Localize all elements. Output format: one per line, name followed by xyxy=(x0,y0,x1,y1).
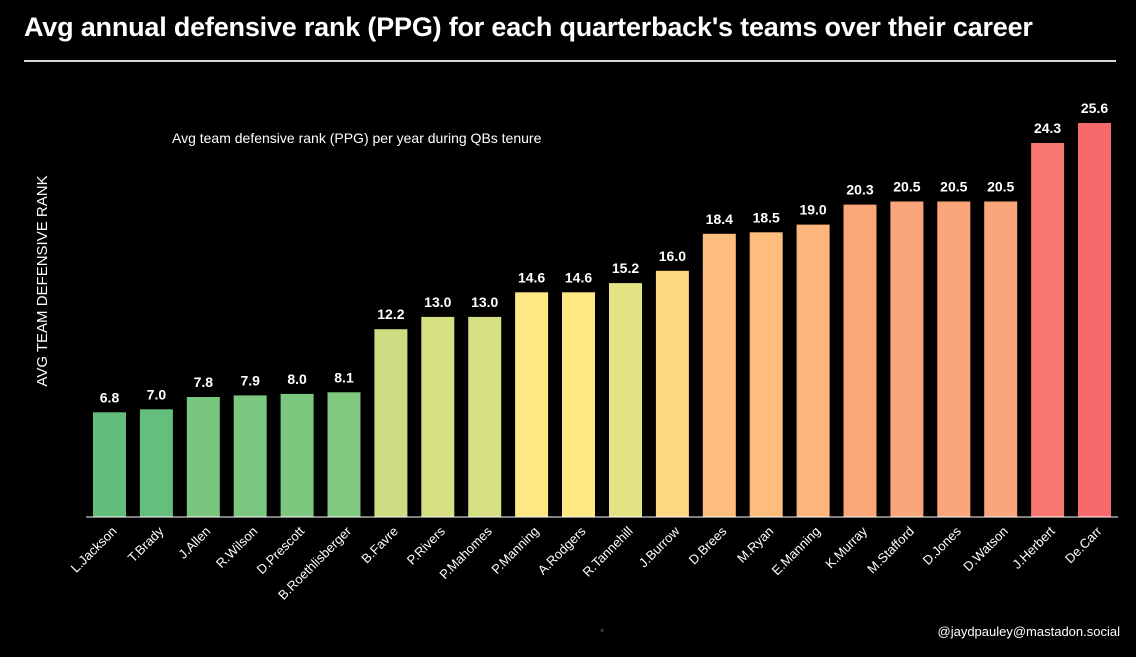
chart-annotation: Avg team defensive rank (PPG) per year d… xyxy=(172,130,542,146)
category-label: J.Burrow xyxy=(636,523,683,570)
value-label: 16.0 xyxy=(659,248,686,264)
category-label: R.Wilson xyxy=(213,524,260,571)
value-label: 15.2 xyxy=(612,260,639,276)
bar-de-carr xyxy=(1078,123,1111,517)
bar-r-tannehill xyxy=(609,283,642,517)
value-label: 14.6 xyxy=(518,269,545,285)
bar-p-manning xyxy=(515,292,549,517)
value-label: 20.5 xyxy=(940,179,967,195)
category-label: R.Tannehill xyxy=(580,523,636,579)
category-label: D.Watson xyxy=(960,524,1011,575)
bar-a-rodgers xyxy=(562,292,595,517)
category-label: D.Brees xyxy=(686,523,730,567)
value-label: 19.0 xyxy=(799,202,826,218)
bar-b-roethlisberger xyxy=(327,392,361,517)
footer-mark: * xyxy=(600,627,605,639)
bar-r-wilson xyxy=(233,395,267,517)
bar-j-allen xyxy=(186,397,220,517)
category-label: P.Manning xyxy=(488,524,541,577)
category-label: M.Stafford xyxy=(864,524,917,577)
category-label: L.Jackson xyxy=(68,524,120,576)
chart-title: Avg annual defensive rank (PPG) for each… xyxy=(24,12,1033,42)
category-labels-group: L.Jackson T.Brady J.Allen R.WilsonD.Prescot… xyxy=(68,523,1105,603)
value-label: 8.0 xyxy=(287,371,307,387)
value-label: 7.9 xyxy=(240,372,260,388)
bar-m-ryan xyxy=(749,232,783,518)
credit-handle[interactable]: @jaydpauley@mastadon.social xyxy=(937,624,1121,639)
category-label: M.Ryan xyxy=(734,524,776,566)
category-label: J.Allen xyxy=(175,524,213,562)
value-label: 7.8 xyxy=(194,374,214,390)
value-label: 12.2 xyxy=(377,306,404,322)
bar-t-brady xyxy=(139,409,173,517)
value-label: 18.5 xyxy=(753,209,780,225)
value-label: 20.3 xyxy=(846,182,873,198)
value-label: 8.1 xyxy=(334,369,354,385)
bar-l-jackson xyxy=(93,412,126,517)
value-label: 20.5 xyxy=(893,179,920,195)
category-label: B.Favre xyxy=(358,524,401,567)
category-label: D.Jones xyxy=(920,523,965,568)
value-label: 18.4 xyxy=(706,211,733,227)
category-label: E.Manning xyxy=(769,524,824,579)
category-label: De.Carr xyxy=(1062,523,1105,566)
value-label: 24.3 xyxy=(1034,120,1061,136)
bar-p-rivers xyxy=(421,316,455,517)
title-divider xyxy=(24,60,1116,62)
bar-j-burrow xyxy=(655,270,689,518)
bar-m-stafford xyxy=(890,201,924,517)
value-label: 20.5 xyxy=(987,179,1014,195)
bar-d-brees xyxy=(702,233,736,518)
y-axis-label: AVG TEAM DEFENSIVE RANK xyxy=(34,175,51,386)
value-label: 7.0 xyxy=(147,386,167,402)
category-label: T.Brady xyxy=(125,523,167,565)
category-label: J.Herbert xyxy=(1009,523,1058,572)
bar-d-watson xyxy=(984,201,1018,517)
bar-d-prescott xyxy=(280,393,314,517)
bar-k-murray xyxy=(843,204,877,517)
bar-e-manning xyxy=(796,224,830,517)
category-label: P.Rivers xyxy=(404,523,449,568)
value-label: 6.8 xyxy=(100,389,120,405)
bar-p-mahomes xyxy=(468,316,502,517)
bar-d-jones xyxy=(937,201,971,517)
value-label: 14.6 xyxy=(565,269,592,285)
category-label: K.Murray xyxy=(822,523,870,571)
bars-group xyxy=(93,123,1111,518)
bar-j-herbert xyxy=(1031,143,1065,517)
value-label: 13.0 xyxy=(471,294,498,310)
value-label: 13.0 xyxy=(424,294,451,310)
value-labels-group: 6.8 7.0 7.8 7.9 8.0 8.1 12.2 13.0 13.0 14.6 14.6 15… xyxy=(100,100,1109,405)
value-label: 25.6 xyxy=(1081,100,1108,116)
bar-b-favre xyxy=(374,329,408,517)
